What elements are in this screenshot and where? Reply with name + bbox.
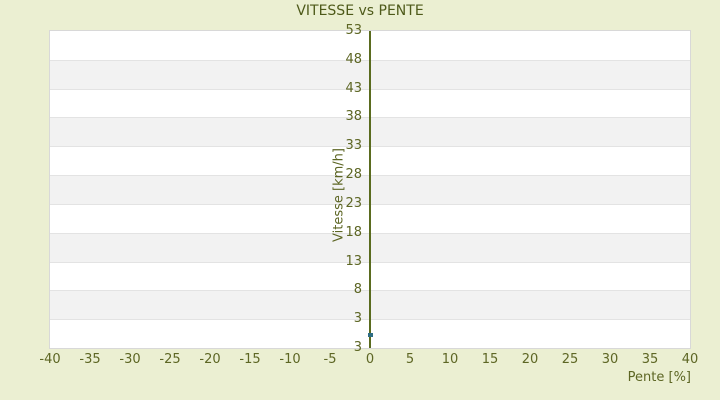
x-tick-label: 5 (405, 352, 415, 367)
x-tick-label: 15 (481, 352, 499, 367)
x-tick-label: 40 (681, 352, 699, 367)
y-tick-label: 13 (345, 253, 362, 269)
y-tick-label: 3 (353, 311, 362, 327)
x-tick-label: 10 (441, 352, 459, 367)
chart-title: VITESSE vs PENTE (296, 3, 424, 19)
y-tick-label: 18 (345, 224, 362, 240)
x-tick-label: -35 (79, 352, 101, 367)
x-tick-label: -30 (119, 352, 141, 367)
x-axis-title: Pente [%] (627, 370, 691, 385)
y-tick-label: 38 (345, 109, 362, 125)
x-tick-label: -5 (323, 352, 337, 367)
x-tick-label: 20 (521, 352, 539, 367)
plot-area (49, 30, 691, 349)
y-tick-label: 28 (345, 167, 362, 183)
x-tick-label: -40 (39, 352, 61, 367)
y-tick-label: 43 (345, 80, 362, 96)
x-tick-label: 25 (561, 352, 579, 367)
x-tick-label: 30 (601, 352, 619, 367)
x-tick-label: -25 (159, 352, 181, 367)
y-tick-label: 8 (353, 282, 362, 298)
data-point-marker (367, 332, 373, 337)
y-tick-label: 53 (345, 23, 362, 38)
y-axis-line (369, 31, 371, 348)
y-tick-label: 48 (345, 51, 362, 67)
x-tick-label: 35 (641, 352, 659, 367)
y-axis-title: Vitesse [km/h] (331, 148, 347, 242)
x-tick-label: -20 (199, 352, 221, 367)
x-tick-label: -10 (279, 352, 301, 367)
x-tick-label: 0 (365, 352, 375, 367)
y-tick-label: 23 (345, 195, 362, 211)
y-tick-label: 33 (345, 138, 362, 154)
y-tick-label: 3 (353, 340, 362, 355)
x-tick-label: -15 (239, 352, 261, 367)
